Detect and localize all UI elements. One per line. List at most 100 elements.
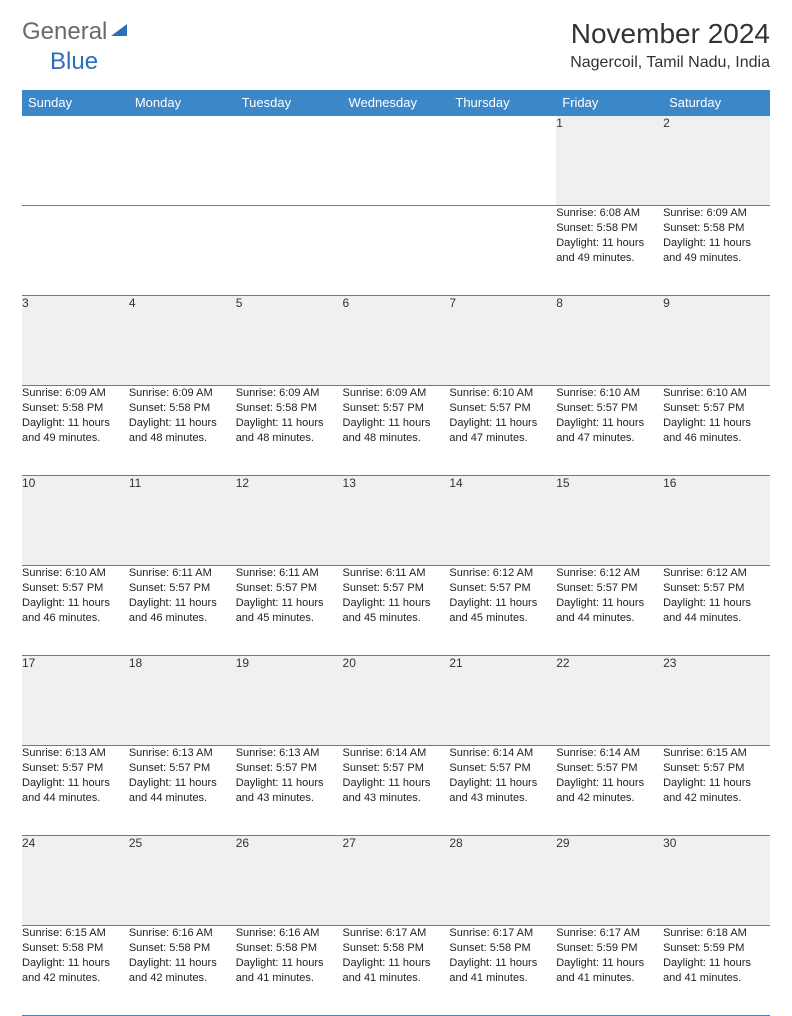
sunset-text: Sunset: 5:57 PM [343, 401, 450, 416]
sunrise-text: Sunrise: 6:14 AM [343, 746, 450, 761]
daylight-text: Daylight: 11 hours and 47 minutes. [556, 416, 663, 446]
day-detail-cell: Sunrise: 6:09 AMSunset: 5:58 PMDaylight:… [22, 386, 129, 476]
weekday-header: Saturday [663, 90, 770, 116]
sunset-text: Sunset: 5:57 PM [343, 761, 450, 776]
logo-text-general: General [22, 18, 107, 46]
day-detail-cell: Sunrise: 6:17 AMSunset: 5:59 PMDaylight:… [556, 926, 663, 1016]
day-number-cell: 16 [663, 476, 770, 566]
weekday-header: Friday [556, 90, 663, 116]
day-number-cell: 26 [236, 836, 343, 926]
day-number-cell: 28 [449, 836, 556, 926]
sunrise-text: Sunrise: 6:17 AM [556, 926, 663, 941]
day-detail-cell: Sunrise: 6:09 AMSunset: 5:58 PMDaylight:… [663, 206, 770, 296]
sunset-text: Sunset: 5:57 PM [556, 761, 663, 776]
day-detail-row: Sunrise: 6:08 AMSunset: 5:58 PMDaylight:… [22, 206, 770, 296]
daylight-text: Daylight: 11 hours and 42 minutes. [663, 776, 770, 806]
sunrise-text: Sunrise: 6:10 AM [663, 386, 770, 401]
day-detail-cell: Sunrise: 6:17 AMSunset: 5:58 PMDaylight:… [343, 926, 450, 1016]
sunrise-text: Sunrise: 6:09 AM [343, 386, 450, 401]
day-number-cell [449, 116, 556, 206]
daylight-text: Daylight: 11 hours and 42 minutes. [556, 776, 663, 806]
sunrise-text: Sunrise: 6:18 AM [663, 926, 770, 941]
sunrise-text: Sunrise: 6:09 AM [663, 206, 770, 221]
sunset-text: Sunset: 5:57 PM [449, 761, 556, 776]
day-detail-cell: Sunrise: 6:14 AMSunset: 5:57 PMDaylight:… [343, 746, 450, 836]
sunset-text: Sunset: 5:59 PM [556, 941, 663, 956]
sunrise-text: Sunrise: 6:09 AM [236, 386, 343, 401]
day-detail-cell [449, 206, 556, 296]
sunrise-text: Sunrise: 6:11 AM [129, 566, 236, 581]
day-number-cell [236, 116, 343, 206]
sunset-text: Sunset: 5:57 PM [22, 761, 129, 776]
sunrise-text: Sunrise: 6:12 AM [449, 566, 556, 581]
day-detail-row: Sunrise: 6:09 AMSunset: 5:58 PMDaylight:… [22, 386, 770, 476]
day-number-cell: 11 [129, 476, 236, 566]
day-number-cell: 21 [449, 656, 556, 746]
day-detail-row: Sunrise: 6:10 AMSunset: 5:57 PMDaylight:… [22, 566, 770, 656]
sunset-text: Sunset: 5:57 PM [236, 581, 343, 596]
day-detail-cell: Sunrise: 6:09 AMSunset: 5:58 PMDaylight:… [129, 386, 236, 476]
sunset-text: Sunset: 5:58 PM [449, 941, 556, 956]
weekday-header: Sunday [22, 90, 129, 116]
day-detail-cell: Sunrise: 6:09 AMSunset: 5:57 PMDaylight:… [343, 386, 450, 476]
day-detail-cell: Sunrise: 6:13 AMSunset: 5:57 PMDaylight:… [236, 746, 343, 836]
day-detail-cell: Sunrise: 6:10 AMSunset: 5:57 PMDaylight:… [449, 386, 556, 476]
day-number-cell: 24 [22, 836, 129, 926]
sunset-text: Sunset: 5:57 PM [129, 761, 236, 776]
daylight-text: Daylight: 11 hours and 48 minutes. [129, 416, 236, 446]
location-text: Nagercoil, Tamil Nadu, India [570, 54, 770, 72]
logo-text-blue: Blue [50, 48, 98, 75]
day-detail-row: Sunrise: 6:13 AMSunset: 5:57 PMDaylight:… [22, 746, 770, 836]
day-detail-cell: Sunrise: 6:11 AMSunset: 5:57 PMDaylight:… [236, 566, 343, 656]
sunrise-text: Sunrise: 6:13 AM [22, 746, 129, 761]
day-number-cell: 7 [449, 296, 556, 386]
sunrise-text: Sunrise: 6:16 AM [236, 926, 343, 941]
daylight-text: Daylight: 11 hours and 49 minutes. [22, 416, 129, 446]
day-number-cell: 4 [129, 296, 236, 386]
day-number-cell: 3 [22, 296, 129, 386]
daylight-text: Daylight: 11 hours and 49 minutes. [556, 236, 663, 266]
day-number-cell: 15 [556, 476, 663, 566]
sunset-text: Sunset: 5:57 PM [236, 761, 343, 776]
calendar-body: 12Sunrise: 6:08 AMSunset: 5:58 PMDayligh… [22, 116, 770, 1016]
daylight-text: Daylight: 11 hours and 42 minutes. [129, 956, 236, 986]
day-detail-cell [22, 206, 129, 296]
day-number-cell: 2 [663, 116, 770, 206]
sunset-text: Sunset: 5:57 PM [556, 401, 663, 416]
sunrise-text: Sunrise: 6:14 AM [449, 746, 556, 761]
day-number-cell: 29 [556, 836, 663, 926]
sunset-text: Sunset: 5:58 PM [22, 401, 129, 416]
sunset-text: Sunset: 5:57 PM [22, 581, 129, 596]
day-detail-cell: Sunrise: 6:18 AMSunset: 5:59 PMDaylight:… [663, 926, 770, 1016]
sunrise-text: Sunrise: 6:08 AM [556, 206, 663, 221]
day-number-row: 17181920212223 [22, 656, 770, 746]
sunrise-text: Sunrise: 6:15 AM [22, 926, 129, 941]
day-number-cell: 12 [236, 476, 343, 566]
sunset-text: Sunset: 5:57 PM [663, 761, 770, 776]
day-detail-cell: Sunrise: 6:09 AMSunset: 5:58 PMDaylight:… [236, 386, 343, 476]
sunrise-text: Sunrise: 6:16 AM [129, 926, 236, 941]
day-number-cell [343, 116, 450, 206]
sunrise-text: Sunrise: 6:11 AM [343, 566, 450, 581]
day-number-row: 24252627282930 [22, 836, 770, 926]
day-number-cell: 1 [556, 116, 663, 206]
sunset-text: Sunset: 5:58 PM [236, 401, 343, 416]
day-detail-cell: Sunrise: 6:13 AMSunset: 5:57 PMDaylight:… [22, 746, 129, 836]
sunset-text: Sunset: 5:58 PM [556, 221, 663, 236]
day-number-cell: 17 [22, 656, 129, 746]
sunrise-text: Sunrise: 6:13 AM [236, 746, 343, 761]
logo: General [22, 18, 131, 46]
day-detail-cell: Sunrise: 6:14 AMSunset: 5:57 PMDaylight:… [449, 746, 556, 836]
day-detail-cell [343, 206, 450, 296]
day-number-cell: 13 [343, 476, 450, 566]
day-detail-cell: Sunrise: 6:08 AMSunset: 5:58 PMDaylight:… [556, 206, 663, 296]
day-detail-cell: Sunrise: 6:13 AMSunset: 5:57 PMDaylight:… [129, 746, 236, 836]
day-detail-cell [129, 206, 236, 296]
day-detail-cell: Sunrise: 6:16 AMSunset: 5:58 PMDaylight:… [236, 926, 343, 1016]
weekday-header-row: Sunday Monday Tuesday Wednesday Thursday… [22, 90, 770, 116]
day-number-cell: 27 [343, 836, 450, 926]
day-detail-cell: Sunrise: 6:11 AMSunset: 5:57 PMDaylight:… [343, 566, 450, 656]
sunset-text: Sunset: 5:57 PM [449, 581, 556, 596]
sunrise-text: Sunrise: 6:11 AM [236, 566, 343, 581]
day-number-cell: 9 [663, 296, 770, 386]
